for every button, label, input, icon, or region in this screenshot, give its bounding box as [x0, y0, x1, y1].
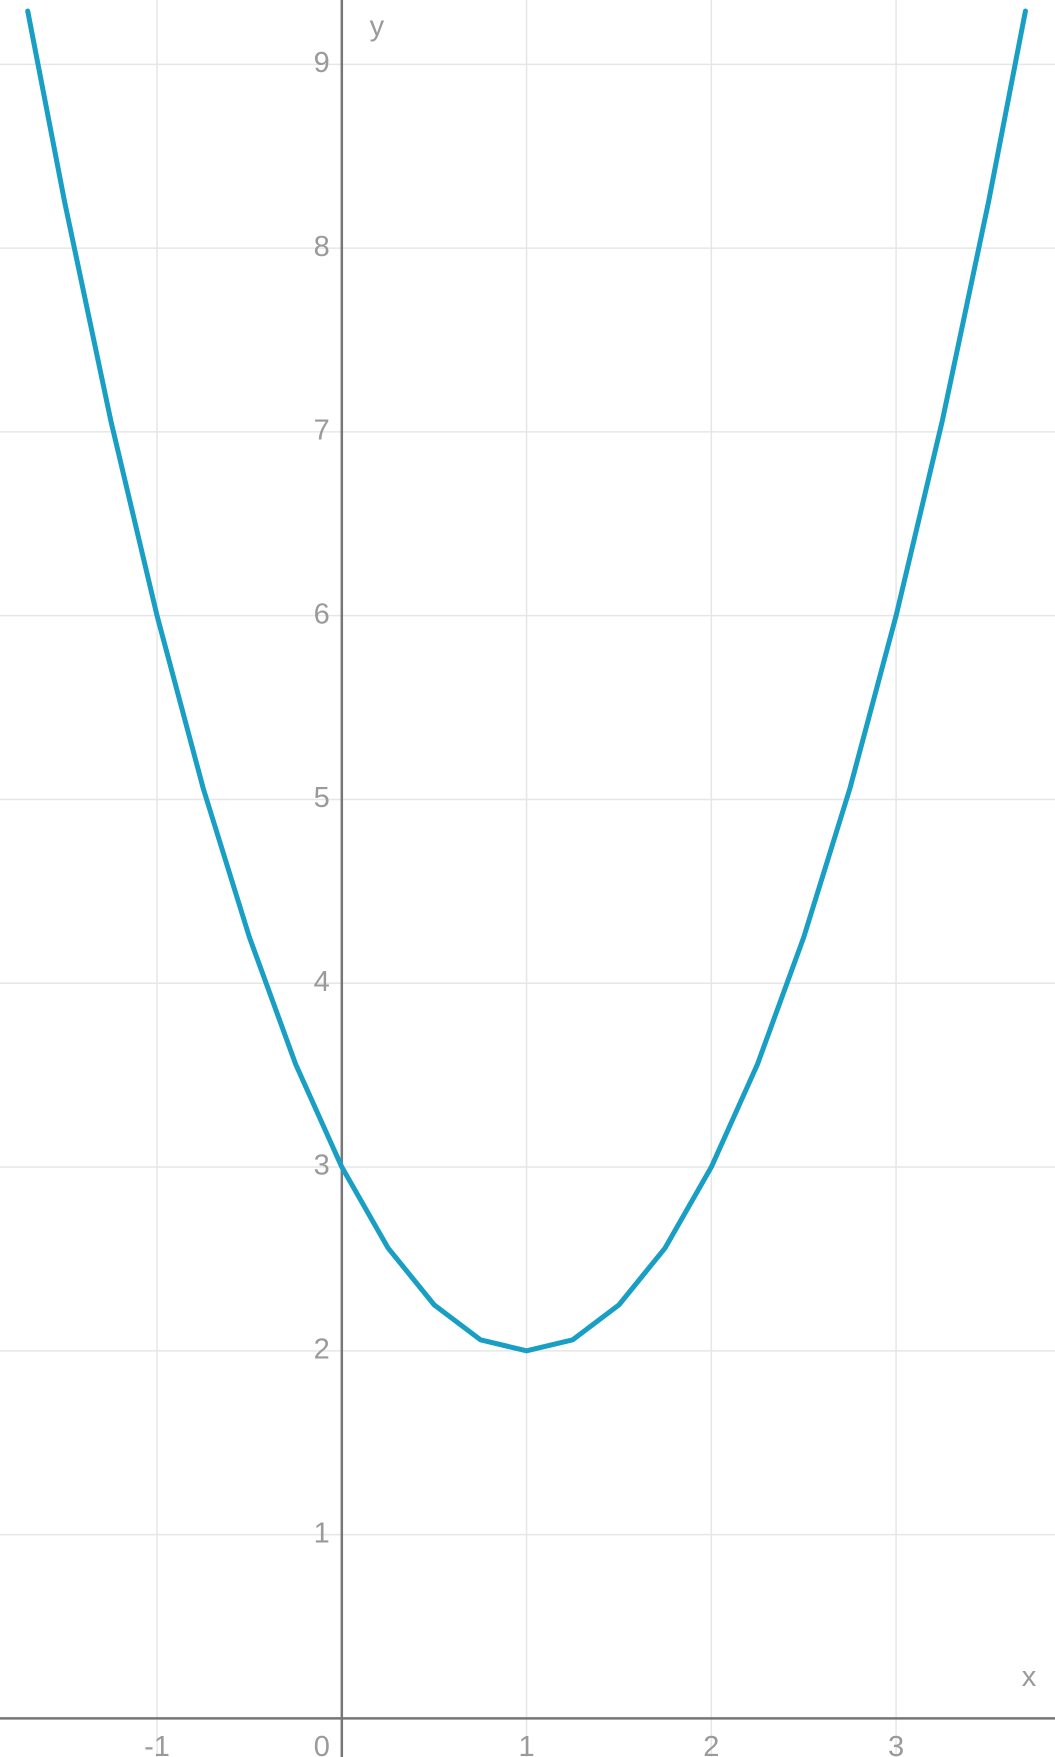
- plot: [25, 8, 1028, 1354]
- x-tick-label: 2: [703, 1731, 719, 1757]
- y-tick-label: 6: [314, 598, 330, 630]
- x-tick-label: 3: [888, 1731, 904, 1757]
- x-tick-label: 0: [314, 1731, 330, 1757]
- y-tick-label: 9: [314, 47, 330, 79]
- y-tick-label: 8: [314, 231, 330, 263]
- curve: [25, 8, 1028, 1354]
- labels: -1 0 1 2 3 1 2 3 4 5 6 7 8 9 x y: [144, 11, 1037, 1757]
- y-tick-label: 1: [314, 1517, 330, 1549]
- y-tick-label: 4: [314, 966, 330, 998]
- y-tick-label: 3: [314, 1150, 330, 1182]
- y-axis-label: y: [370, 11, 385, 43]
- x-axis-label: x: [1022, 1661, 1037, 1693]
- y-tick-label: 5: [314, 782, 330, 814]
- y-tick-label: 7: [314, 415, 330, 447]
- y-tick-label: 2: [314, 1333, 330, 1365]
- x-tick-label: -1: [144, 1731, 170, 1757]
- x-tick-label: 1: [519, 1731, 535, 1757]
